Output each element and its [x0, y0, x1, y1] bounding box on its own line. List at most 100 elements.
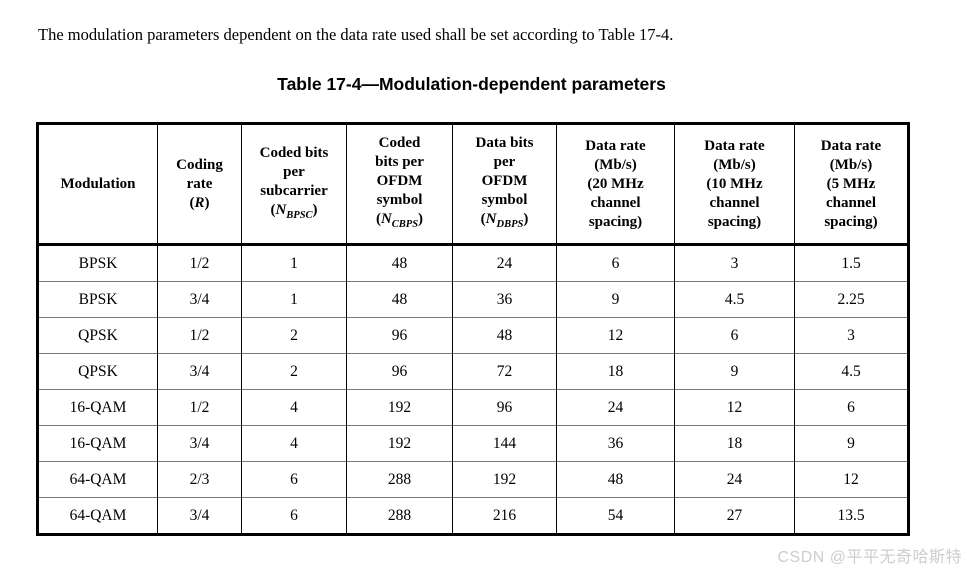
header-label: Data rate (Mb/s) (10 MHz channel spacing… [704, 137, 765, 230]
table-cell: 1/2 [157, 317, 242, 354]
table-cell: 1 [241, 244, 347, 282]
table-cell: 9 [674, 353, 795, 390]
table-cell: 192 [346, 389, 453, 426]
table-body: BPSK 1/2 1 48 24 6 3 1.5 BPSK 3/4 1 48 3… [37, 244, 909, 535]
table-row: QPSK 3/4 2 96 72 18 9 4.5 [37, 353, 909, 390]
column-header-data-rate-20mhz: Data rate (Mb/s) (20 MHz channel spacing… [556, 123, 675, 246]
symbol-paren-close: ) [418, 211, 424, 227]
table-cell: 2 [241, 353, 347, 390]
table-cell: 3 [674, 244, 795, 282]
table-cell: 1/2 [157, 244, 242, 282]
table-cell: 9 [794, 425, 909, 462]
table-cell: 96 [346, 317, 453, 354]
table-cell: 16-QAM [37, 389, 158, 426]
table-cell: 3/4 [157, 281, 242, 318]
table-cell: QPSK [37, 353, 158, 390]
table-cell: 16-QAM [37, 425, 158, 462]
header-label: Coded bits per OFDM symbol [375, 135, 424, 208]
table-header: Modulation Coding rate (R) Coded bits pe… [37, 123, 909, 246]
table-cell: 6 [556, 244, 675, 282]
table-cell: QPSK [37, 317, 158, 354]
column-header-coding-rate: Coding rate (R) [157, 123, 242, 246]
symbol-subscript: BPSC [286, 209, 313, 221]
watermark: CSDN @平平无奇哈斯特 [777, 549, 962, 566]
header-label: Data rate (Mb/s) (20 MHz channel spacing… [585, 137, 646, 230]
table-cell: 27 [674, 497, 795, 535]
table-cell: 1/2 [157, 389, 242, 426]
symbol-paren-open: ( [375, 211, 381, 227]
header-label: Coded bits per subcarrier [259, 144, 329, 199]
table-cell: BPSK [37, 244, 158, 282]
header-label: Coding rate [176, 156, 223, 192]
header-symbol: (NBPSC) [243, 201, 345, 225]
table-cell: 36 [556, 425, 675, 462]
table-cell: 144 [452, 425, 557, 462]
symbol-subscript: CBPS [391, 219, 419, 230]
table-cell: 3/4 [157, 425, 242, 462]
table-cell: 2/3 [157, 461, 242, 498]
table-cell: 4 [241, 389, 347, 426]
column-header-data-bits-per-ofdm-symbol: Data bits per OFDM symbol (NDBPS) [452, 123, 557, 246]
symbol-paren-close: ) [523, 211, 529, 227]
table-cell: 6 [241, 461, 347, 498]
table-row: 64-QAM 3/4 6 288 216 54 27 13.5 [37, 497, 909, 535]
table-row: QPSK 1/2 2 96 48 12 6 3 [37, 317, 909, 354]
symbol-paren-open: ( [189, 194, 195, 211]
symbol-subscript: DBPS [496, 219, 524, 230]
symbol-paren-close: ) [312, 201, 318, 218]
header-label: Data rate (Mb/s) (5 MHz channel spacing) [820, 137, 882, 230]
table-cell: 12 [794, 461, 909, 498]
table-cell: 48 [346, 244, 453, 282]
table-cell: 64-QAM [37, 461, 158, 498]
table-cell: 54 [556, 497, 675, 535]
table-row: BPSK 1/2 1 48 24 6 3 1.5 [37, 244, 909, 282]
symbol-paren-open: ( [480, 211, 486, 227]
column-header-coded-bits-per-ofdm-symbol: Coded bits per OFDM symbol (NCBPS) [346, 123, 453, 246]
header-symbol: (NCBPS) [348, 210, 451, 234]
table-cell: 2.25 [794, 281, 909, 318]
table-cell: 9 [556, 281, 675, 318]
table-cell: 48 [452, 317, 557, 354]
symbol-base: N [485, 211, 497, 227]
table-row: 16-QAM 1/2 4 192 96 24 12 6 [37, 389, 909, 426]
table-cell: 288 [346, 497, 453, 535]
table-cell: 24 [452, 244, 557, 282]
symbol-base: R [194, 194, 205, 211]
table-cell: 72 [452, 353, 557, 390]
table-cell: 24 [556, 389, 675, 426]
table-cell: 48 [556, 461, 675, 498]
table-row: BPSK 3/4 1 48 36 9 4.5 2.25 [37, 281, 909, 318]
table-cell: 2 [241, 317, 347, 354]
table-cell: 64-QAM [37, 497, 158, 535]
column-header-modulation: Modulation [37, 123, 158, 246]
symbol-base: N [380, 211, 392, 227]
table-cell: 1 [241, 281, 347, 318]
symbol-paren-close: ) [204, 194, 210, 211]
table-title: Table 17-4—Modulation-dependent paramete… [277, 74, 666, 94]
table-cell: 12 [556, 317, 675, 354]
header-symbol: (NDBPS) [454, 210, 555, 234]
table-cell: 4.5 [674, 281, 795, 318]
intro-paragraph: The modulation parameters dependent on t… [38, 24, 674, 44]
table-cell: 192 [452, 461, 557, 498]
table-cell: 1.5 [794, 244, 909, 282]
table-cell: 4.5 [794, 353, 909, 390]
table-row: 64-QAM 2/3 6 288 192 48 24 12 [37, 461, 909, 498]
table-cell: 96 [452, 389, 557, 426]
table-cell: 6 [241, 497, 347, 535]
header-label: Data bits per OFDM symbol [475, 135, 534, 208]
table-cell: 216 [452, 497, 557, 535]
column-header-coded-bits-per-subcarrier: Coded bits per subcarrier (NBPSC) [241, 123, 347, 246]
table-cell: 4 [241, 425, 347, 462]
table-cell: 18 [556, 353, 675, 390]
header-symbol: (R) [159, 194, 240, 213]
table-cell: 13.5 [794, 497, 909, 535]
column-header-data-rate-10mhz: Data rate (Mb/s) (10 MHz channel spacing… [674, 123, 795, 246]
table-cell: 36 [452, 281, 557, 318]
table-cell: BPSK [37, 281, 158, 318]
table-cell: 24 [674, 461, 795, 498]
table-cell: 3/4 [157, 497, 242, 535]
table-cell: 288 [346, 461, 453, 498]
table-cell: 48 [346, 281, 453, 318]
